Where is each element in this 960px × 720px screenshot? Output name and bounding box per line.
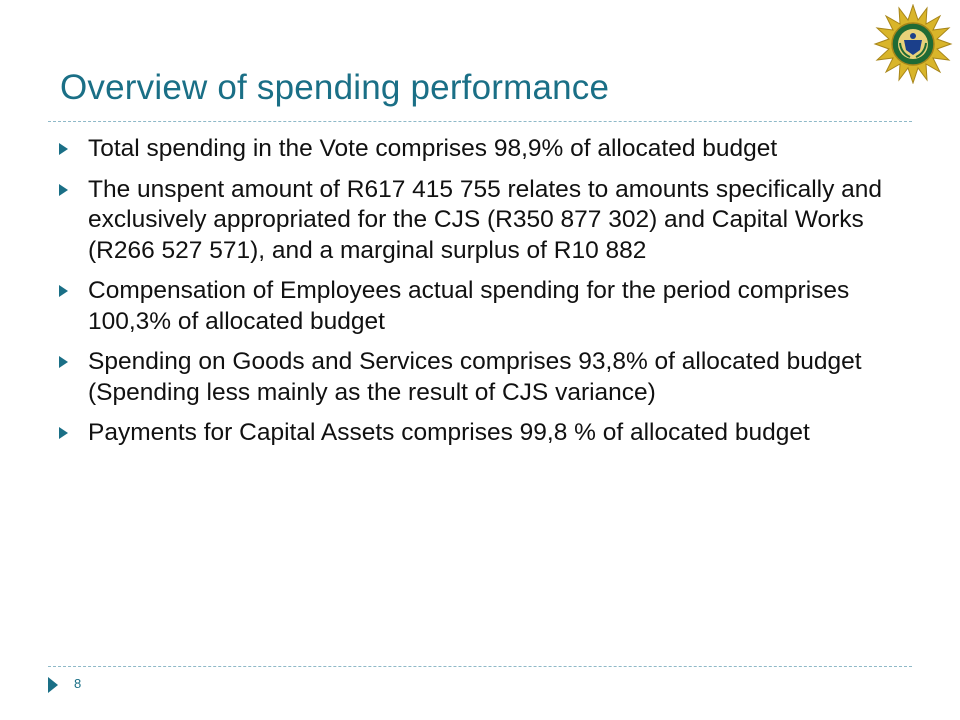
bullet-text: Payments for Capital Assets comprises 99… bbox=[88, 419, 810, 446]
bullet-text: The unspent amount of R617 415 755 relat… bbox=[88, 175, 883, 264]
police-star-emblem-icon bbox=[870, 4, 956, 84]
emblem-graphic bbox=[873, 4, 953, 84]
bullet-text: Total spending in the Vote comprises 98,… bbox=[88, 135, 778, 162]
bullet-item: The unspent amount of R617 415 755 relat… bbox=[58, 175, 908, 267]
triangle-bullet-icon bbox=[59, 356, 68, 368]
triangle-bullet-icon bbox=[59, 143, 68, 155]
bullet-item: Compensation of Employees actual spendin… bbox=[58, 276, 908, 337]
triangle-footer-icon bbox=[48, 677, 58, 693]
bullet-list: Total spending in the Vote comprises 98,… bbox=[58, 134, 908, 459]
title-divider bbox=[48, 121, 912, 122]
bullet-item: Total spending in the Vote comprises 98,… bbox=[58, 134, 908, 165]
emblem-center-dot bbox=[910, 33, 916, 39]
emblem-wreath bbox=[899, 42, 927, 58]
page-title: Overview of spending performance bbox=[60, 68, 610, 107]
footer-divider bbox=[48, 666, 912, 667]
triangle-bullet-icon bbox=[59, 285, 68, 297]
bullet-item: Payments for Capital Assets comprises 99… bbox=[58, 418, 908, 449]
bullet-item: Spending on Goods and Services comprises… bbox=[58, 347, 908, 408]
page-number: 8 bbox=[74, 676, 82, 691]
emblem-center-figure bbox=[904, 40, 922, 55]
triangle-bullet-icon bbox=[59, 427, 68, 439]
triangle-bullet-icon bbox=[59, 183, 68, 196]
bullet-text: Spending on Goods and Services comprises… bbox=[88, 348, 862, 406]
bullet-text: Compensation of Employees actual spendin… bbox=[88, 277, 850, 335]
